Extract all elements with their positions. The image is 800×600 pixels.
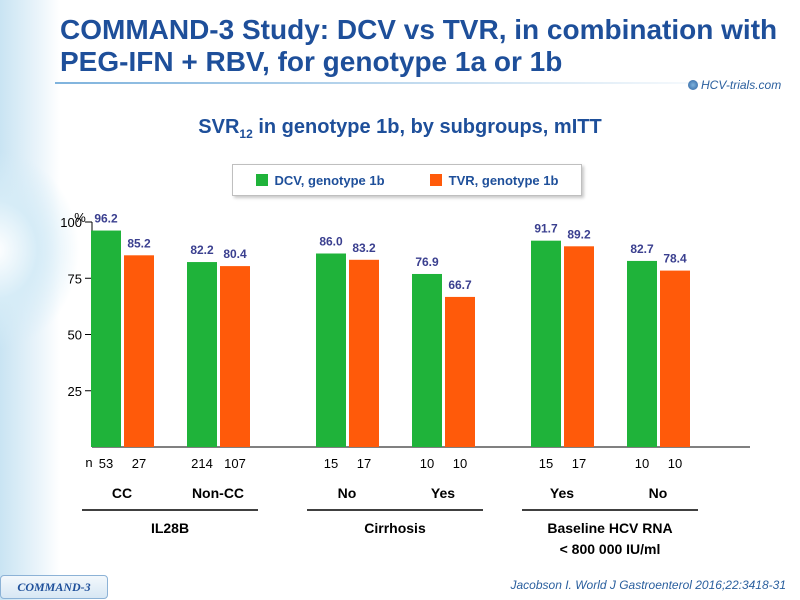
bar-dcv: [412, 273, 442, 447]
legend-item-dcv: DCV, genotype 1b: [255, 172, 385, 188]
n-value: 15: [324, 456, 338, 471]
n-value: 214: [191, 456, 213, 471]
bar-value-label: 91.7: [534, 222, 558, 236]
bar-value-label: 78.4: [663, 252, 687, 266]
subtitle-rest: in genotype 1b, by subgroups, mITT: [252, 116, 602, 138]
brand-logo: HCV-trials.com: [688, 78, 781, 92]
citation: Jacobson I. World J Gastroenterol 2016;2…: [510, 578, 787, 592]
bar-value-label: 96.2: [94, 212, 118, 226]
y-tick-label: 50: [68, 328, 82, 343]
bar-value-label: 80.4: [223, 247, 247, 261]
n-value: 107: [224, 456, 246, 471]
n-value: 53: [99, 456, 113, 471]
logo-icon: [688, 80, 698, 90]
bar-tvr: [349, 259, 379, 447]
study-tab[interactable]: COMMAND-3: [0, 575, 108, 599]
subtitle-subscript: 12: [239, 127, 253, 141]
n-value: 10: [420, 456, 434, 471]
bar-dcv: [627, 260, 657, 447]
category-label: Non-CC: [192, 485, 244, 501]
category-label: Yes: [550, 485, 574, 501]
bar-dcv: [91, 230, 121, 447]
n-value: 10: [635, 456, 649, 471]
slide-title: COMMAND-3 Study: DCV vs TVR, in combinat…: [60, 14, 778, 77]
bar-value-label: 66.7: [448, 278, 472, 292]
bar-value-label: 76.9: [415, 255, 439, 269]
bar-tvr: [564, 246, 594, 447]
n-label: n: [85, 455, 92, 470]
legend-swatch-dcv: [255, 174, 268, 186]
n-value: 15: [539, 456, 553, 471]
bar-dcv: [187, 262, 217, 447]
y-tick-label: 25: [68, 384, 82, 399]
title-underline: [55, 82, 745, 84]
logo-text: HCV-trials.com: [701, 78, 782, 92]
category-label: CC: [112, 485, 132, 501]
legend-label-dcv: DCV, genotype 1b: [274, 172, 385, 188]
group-label: Cirrhosis: [364, 520, 426, 536]
bar-tvr: [660, 270, 690, 447]
n-value: 10: [453, 456, 467, 471]
legend-label-tvr: TVR, genotype 1b: [448, 172, 559, 188]
bar-value-label: 83.2: [352, 241, 376, 255]
legend-item-tvr: TVR, genotype 1b: [429, 172, 559, 188]
bar-tvr: [445, 296, 475, 447]
group-label-line2: < 800 000 IU/ml: [560, 541, 661, 557]
chart-legend: DCV, genotype 1b TVR, genotype 1b: [232, 164, 582, 196]
n-value: 27: [132, 456, 146, 471]
bar-tvr: [220, 266, 250, 447]
n-value: 10: [668, 456, 682, 471]
category-label: No: [338, 485, 357, 501]
y-axis-label: %: [74, 210, 86, 225]
chart-subtitle: SVR12 in genotype 1b, by subgroups, mITT: [0, 116, 800, 141]
group-label: IL28B: [151, 520, 189, 536]
bar-value-label: 86.0: [319, 235, 343, 249]
subtitle-main: SVR: [198, 116, 240, 138]
category-label: No: [649, 485, 668, 501]
bar-value-label: 89.2: [567, 227, 591, 241]
n-value: 17: [357, 456, 371, 471]
bar-value-label: 82.2: [190, 243, 214, 257]
bar-value-label: 85.2: [127, 236, 151, 250]
n-value: 17: [572, 456, 586, 471]
category-label: Yes: [431, 485, 455, 501]
bar-value-label: 82.7: [630, 242, 654, 256]
bar-dcv: [316, 253, 346, 447]
bar-tvr: [124, 255, 154, 447]
legend-swatch-tvr: [429, 174, 442, 186]
bar-dcv: [531, 240, 561, 447]
group-label: Baseline HCV RNA: [547, 520, 672, 536]
y-tick-label: 100: [60, 215, 82, 230]
y-tick-label: 75: [68, 271, 82, 286]
decorative-burst: [0, 150, 80, 350]
